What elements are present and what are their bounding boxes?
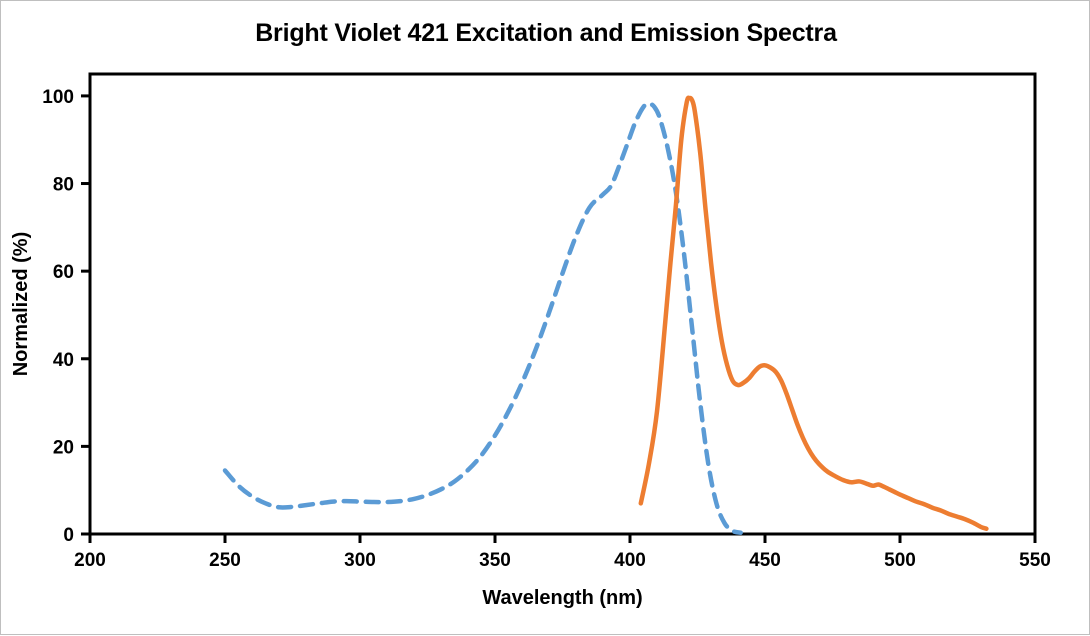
y-tick-label: 0 (63, 525, 74, 546)
x-tick-label: 200 (74, 550, 106, 571)
y-tick-label: 100 (42, 87, 74, 108)
x-tick-label: 450 (749, 550, 781, 571)
y-axis-title: Normalized (%) (10, 232, 32, 376)
x-tick-label: 350 (479, 550, 511, 571)
y-tick-label: 40 (53, 350, 74, 371)
x-tick-label: 500 (884, 550, 916, 571)
series-line-emission (638, 95, 989, 531)
series-line-excitation (222, 101, 743, 535)
x-tick-label: 400 (614, 550, 646, 571)
x-tick-label: 250 (209, 550, 241, 571)
y-tick-label: 80 (53, 175, 74, 196)
y-tick-label: 20 (53, 437, 74, 458)
chart-title: Bright Violet 421 Excitation and Emissio… (255, 19, 837, 47)
plot-frame (88, 72, 1037, 536)
x-tick-label: 300 (344, 550, 376, 571)
y-tick-label: 60 (53, 262, 74, 283)
x-axis-title: Wavelength (nm) (482, 587, 642, 609)
x-tick-label: 550 (1019, 550, 1051, 571)
